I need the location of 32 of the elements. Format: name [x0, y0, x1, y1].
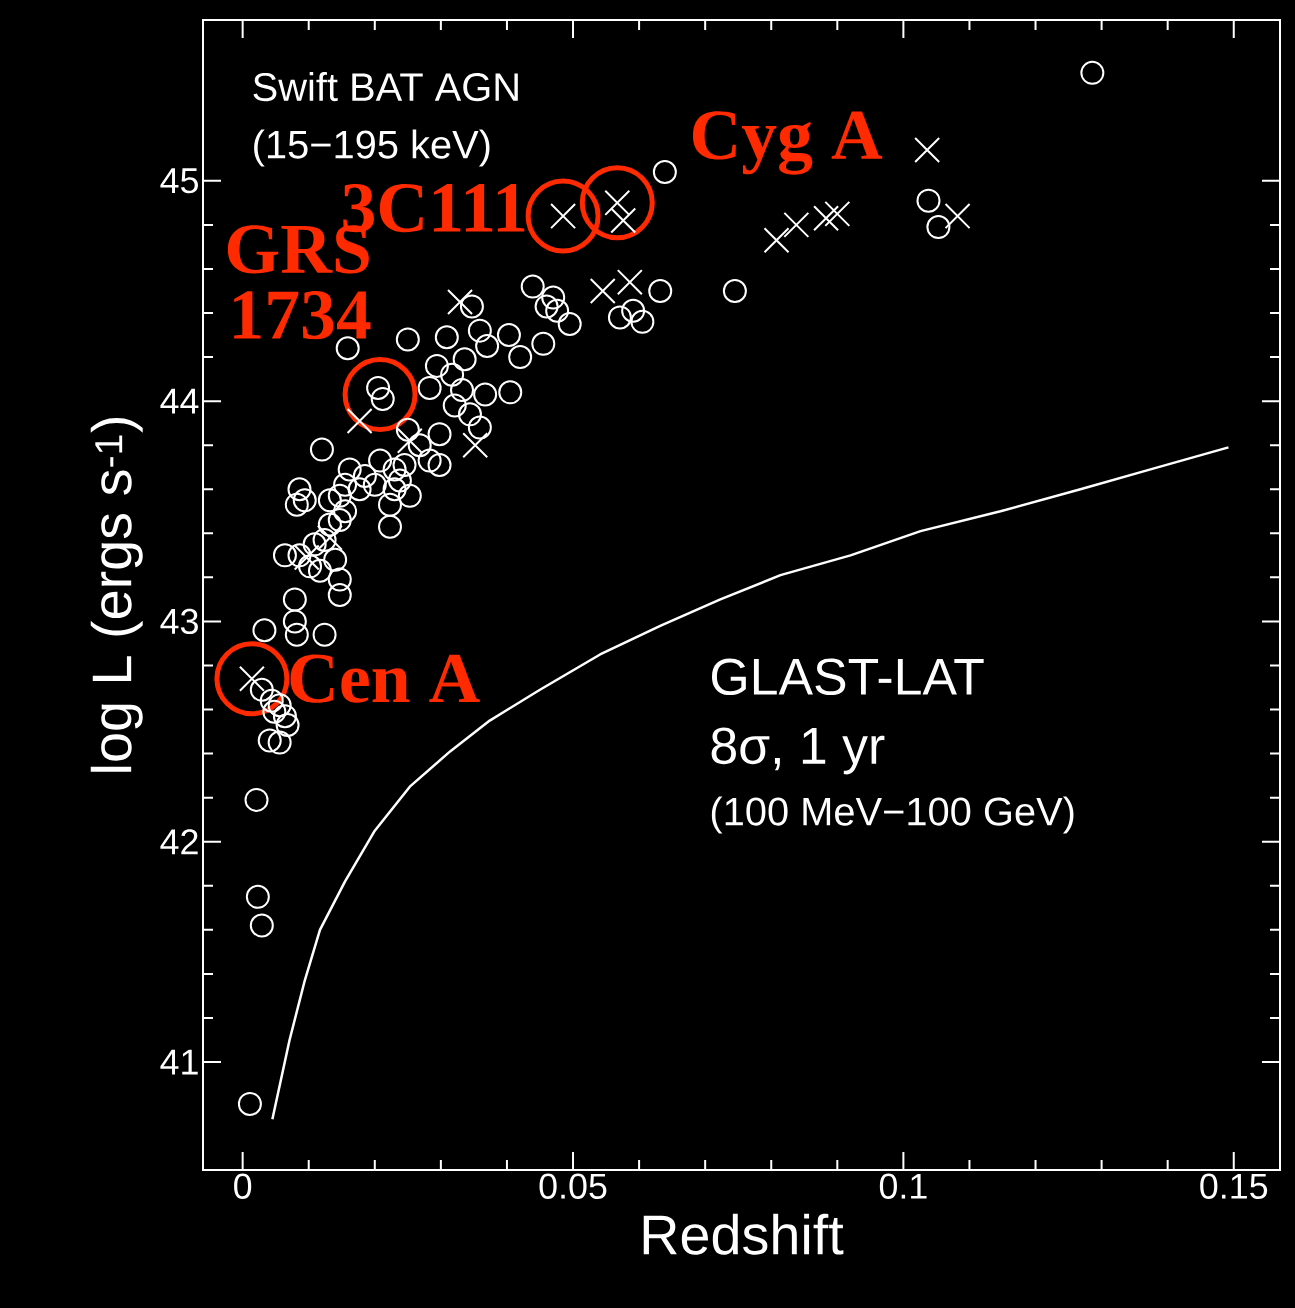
point: [610, 207, 637, 234]
annotation: (15−195 keV): [254, 129, 490, 167]
x-tick-label: 0: [234, 1173, 252, 1199]
point: [813, 205, 840, 232]
x-tick-label: 0.1: [879, 1173, 927, 1199]
y-tick-label: 42: [160, 829, 198, 855]
y-tick-label: 45: [160, 168, 198, 194]
point: [914, 136, 941, 163]
line-series: [271, 446, 1230, 1121]
point: [316, 524, 343, 551]
point: [824, 200, 851, 227]
x-tick-label: 0.15: [1200, 1173, 1268, 1199]
annotation: GLAST-LAT: [712, 658, 984, 696]
y-axis-title: log L (ergs s$^{-1}$): [90, 418, 143, 772]
y-tick-label: 41: [160, 1049, 198, 1075]
point: [396, 427, 423, 454]
point: [462, 432, 489, 459]
point: [783, 211, 810, 238]
point: [447, 288, 474, 316]
annotation: Swift BAT AGN: [253, 71, 518, 102]
y-tick-label: 43: [160, 608, 198, 635]
annotation: Cen A: [290, 654, 480, 703]
annotation: Cyg A: [692, 111, 883, 175]
point: [616, 269, 643, 296]
point: [763, 227, 790, 254]
y-tick-label: 44: [160, 388, 199, 414]
point: [589, 277, 616, 304]
annotation: 8σ, 1 yr: [711, 727, 885, 775]
point: [346, 407, 373, 434]
x-axis-title: Redshift: [643, 1213, 844, 1255]
x-tick-label: 0.05: [539, 1173, 607, 1199]
annotation: (100 MeV−100 GeV): [711, 796, 1074, 834]
